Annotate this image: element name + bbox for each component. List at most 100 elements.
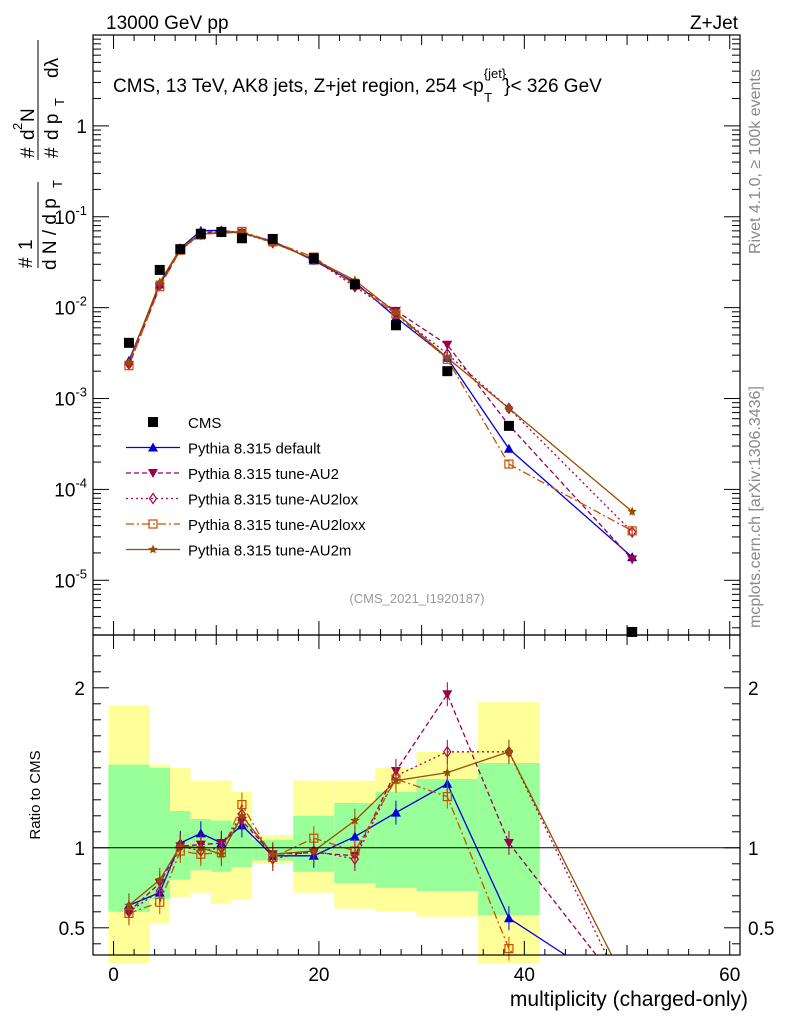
marker-square: [504, 943, 514, 954]
marker-diamond: [148, 492, 158, 505]
legend: CMS Pythia 8.315 default Pythia 8.315 tune…: [126, 415, 366, 560]
marker-square-filled: [195, 228, 206, 239]
legend-label: Pythia 8.315 tune-AU2: [188, 466, 339, 483]
marker-star: [442, 767, 453, 777]
marker-square-filled: [175, 244, 186, 255]
main-line-2: [128, 230, 633, 533]
marker-square-filled: [627, 626, 638, 637]
marker-diamond: [350, 852, 360, 866]
y-label-hash-2: #: [18, 147, 39, 158]
marker-star: [627, 506, 637, 516]
marker-square: [148, 519, 158, 529]
marker-square: [155, 897, 165, 907]
marker-triangle-down: [503, 839, 514, 848]
marker-square-filled: [236, 233, 247, 244]
marker-star: [309, 846, 319, 855]
y-label-t2: T: [52, 98, 67, 106]
y-axis-label: # 1 d N / d p T # d 2 N # d p T dλ: [10, 40, 67, 270]
rivet-label: Rivet 4.1.0, ≥ 100k events: [747, 69, 764, 254]
marker-star: [155, 874, 165, 884]
marker-square-filled: [442, 366, 453, 377]
legend-label: Pythia 8.315 tune-AU2m: [188, 543, 351, 560]
marker-star: [268, 849, 278, 859]
main-line-3: [128, 230, 633, 532]
y-label-d2n: d: [18, 129, 39, 140]
main-line-1: [128, 230, 633, 560]
marker-square-filled: [503, 420, 514, 431]
marker-square: [504, 459, 514, 469]
chart-title: CMS, 13 TeV, AK8 jets, Z+jet region, 254…: [113, 66, 602, 105]
marker-star: [504, 746, 514, 756]
ratio-y-tick-label-right: 0.5: [748, 919, 774, 940]
series-markers: [123, 225, 638, 961]
marker-star: [216, 849, 227, 859]
y-label-hash-1: #: [16, 257, 37, 268]
y-tick-label: 10-1: [54, 203, 87, 229]
legend-label: Pythia 8.315 default: [188, 441, 321, 458]
marker-square-filled: [148, 417, 158, 427]
y-tick-label: 10-2: [54, 294, 87, 320]
marker-star: [155, 277, 165, 287]
legend-label: Pythia 8.315 tune-AU2lox: [188, 492, 359, 509]
marker-triangle-up: [503, 443, 514, 453]
marker-square: [627, 526, 637, 536]
ratio-uncertainty-bands: [108, 702, 540, 963]
marker-star: [391, 307, 401, 317]
y-label-t1: T: [50, 180, 65, 188]
marker-triangle-down: [148, 469, 158, 478]
y-tick-label: 10-5: [54, 566, 87, 592]
ratio-axis-label: Ratio to CMS: [27, 750, 44, 839]
band-inner: [149, 767, 171, 899]
x-tick-label: 40: [514, 965, 535, 986]
marker-star: [148, 544, 158, 554]
marker-star: [124, 357, 134, 367]
band-inner: [231, 823, 253, 867]
legend-label: CMS: [188, 415, 221, 432]
y-tick-label: 10-4: [54, 475, 87, 501]
y-label-dn: d N / d p: [40, 198, 61, 270]
marker-star: [391, 775, 401, 785]
y-label-n: N: [18, 108, 39, 122]
marker-triangle-up: [503, 913, 514, 923]
marker-star: [442, 352, 453, 362]
process-label: Z+Jet: [690, 13, 739, 34]
analysis-tag: (CMS_2021_I1920187): [349, 591, 484, 606]
marker-triangle-down: [442, 690, 453, 700]
marker-square-filled: [267, 233, 278, 244]
marker-diamond: [627, 525, 637, 539]
marker-triangle-down: [442, 340, 453, 350]
legend-label: Pythia 8.315 tune-AU2loxx: [188, 517, 366, 534]
marker-star: [237, 810, 247, 820]
marker-square-filled: [349, 279, 360, 290]
marker-square-filled: [154, 264, 165, 275]
marker-star: [124, 900, 134, 910]
y-tick-label: 1: [76, 117, 87, 138]
ratio-y-tick-label: 1: [74, 839, 85, 860]
marker-triangle-down: [627, 555, 638, 565]
marker-diamond: [443, 745, 452, 758]
ratio-y-tick-label: 2: [74, 679, 85, 700]
marker-square-filled: [216, 226, 227, 237]
ratio-y-tick-label-right: 2: [748, 679, 759, 700]
axes: 0 20 40 60 10-5 10-4 10-3 10-2 10-1 1 0.5 0.5 1 1 2 2: [54, 34, 774, 986]
y-label-hash-3: #: [42, 147, 63, 158]
x-axis-label: multiplicity (charged-only): [510, 988, 748, 1011]
marker-star: [504, 403, 514, 413]
ratio-frame: [92, 634, 741, 956]
marker-triangle-up: [390, 807, 401, 817]
ratio-y-tick-label: 0.5: [59, 919, 85, 940]
marker-square-filled: [390, 320, 401, 331]
marker-square: [442, 791, 452, 802]
marker-square-filled: [123, 337, 134, 348]
y-label-2: 2: [10, 123, 25, 130]
y-label-dlambda: dλ: [42, 57, 63, 78]
y-label-one: 1: [16, 239, 37, 250]
y-label-dp: d p: [42, 114, 63, 140]
marker-triangle-up: [148, 442, 158, 452]
x-tick-label: 60: [719, 965, 740, 986]
y-tick-label: 10-3: [54, 385, 87, 411]
marker-square-filled: [308, 253, 319, 264]
band-inner: [108, 764, 150, 912]
x-tick-label: 0: [108, 965, 119, 986]
